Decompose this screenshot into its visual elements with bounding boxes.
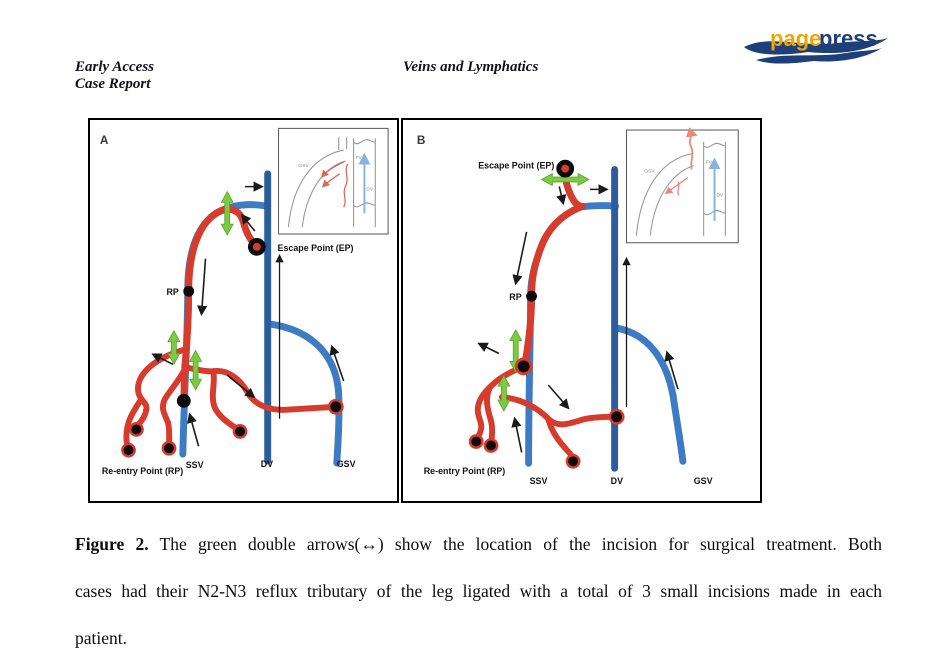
reentry-point-marker [164, 443, 174, 454]
figure-panel-a: A [88, 118, 399, 503]
journal-logo: page press [742, 20, 894, 66]
reentry-point-marker [471, 436, 482, 447]
tributary-left [135, 346, 188, 413]
panel-label: B [417, 133, 426, 147]
dv-label: DV [261, 459, 273, 469]
inset-fv-label: FV [706, 160, 713, 166]
incision-arrows [167, 190, 234, 391]
article-type-line1: Early Access [75, 59, 155, 75]
flow-arrow-icon [197, 258, 208, 317]
incision-arrow-icon [497, 374, 511, 412]
tributary-left-end2 [483, 384, 496, 448]
caption-line-1-text: The green double arrows(↔) show the loca… [148, 534, 882, 554]
tributary-long [181, 364, 339, 413]
tributary-long [498, 394, 618, 428]
reentry-point-marker [611, 411, 623, 423]
flow-arrows [477, 184, 679, 453]
flow-arrows [151, 181, 345, 447]
tributary-left [473, 363, 527, 444]
reentry-point-marker [568, 456, 579, 467]
rp-marker [526, 290, 537, 302]
incision-arrow-icon [220, 190, 234, 236]
escape-point-label: Escape Point (EP) [278, 243, 354, 253]
caption-line-1: Figure 2. The green double arrows(↔) sho… [75, 521, 882, 568]
incision-arrow-icon [189, 349, 203, 391]
flow-arrow-icon [226, 374, 256, 399]
caption-figure-label: Figure 2. [75, 534, 149, 554]
point-markers [121, 237, 344, 458]
escape-point-label: Escape Point (EP) [478, 161, 554, 171]
great-saphenous-vein [612, 324, 687, 465]
figure-panel-b: B [401, 118, 762, 503]
flow-arrow-icon [664, 350, 679, 390]
inset-gsv-label: GSV [644, 169, 655, 175]
inset-diagram: GSV FV DV [278, 127, 389, 235]
logo-word-gold: page [770, 26, 821, 51]
reflux-vessel-network [473, 174, 618, 464]
figure-caption: Figure 2. The green double arrows(↔) sho… [75, 521, 882, 662]
escape-point-core [252, 242, 261, 251]
inset-reflux-icon [664, 133, 696, 196]
reentry-point-marker [330, 401, 342, 413]
gsv-label: GSV [694, 476, 713, 486]
caption-line-2: cases had their N2-N3 reflux tributary o… [75, 581, 882, 601]
tributary-middle [160, 366, 188, 451]
inset-diagram: GSV FV DV [626, 130, 739, 244]
reentry-point-label: Re-entry Point (RP) [424, 466, 506, 476]
article-type-line2: Case Report [75, 76, 151, 92]
flow-arrow-icon [477, 342, 500, 355]
rp-marker [183, 285, 195, 297]
flow-arrow-icon [151, 353, 174, 366]
flow-arrow-icon [186, 412, 200, 447]
journal-title: Veins and Lymphatics [403, 59, 539, 75]
rp-label: RP [509, 292, 521, 302]
ssv-label: SSV [186, 460, 204, 470]
inset-dv-label: DV [366, 187, 374, 193]
inset-gsv-label: GSV [298, 163, 309, 169]
escape-point-core [561, 164, 570, 173]
inset-fv-label: FV [356, 155, 363, 161]
flow-arrow-icon [240, 213, 256, 232]
flow-arrow-icon [556, 186, 567, 206]
inset-dv-label: DV [716, 192, 724, 198]
dv-label: DV [611, 476, 623, 486]
reentry-point-marker [486, 440, 496, 451]
flow-arrow-icon [511, 416, 523, 453]
ssv-label: SSV [530, 476, 548, 486]
flow-arrow-icon [547, 384, 570, 410]
reentry-point-marker [131, 424, 142, 435]
panel-label: A [100, 133, 109, 147]
flow-arrow-icon [512, 231, 528, 286]
great-saphenous-vein [265, 320, 343, 467]
article-type: Early Access Case Report [75, 59, 154, 93]
reentry-point-marker [517, 360, 530, 373]
flow-arrow-icon [329, 344, 345, 382]
reentry-point-marker [176, 393, 191, 408]
tributary-drop [209, 368, 242, 433]
reentry-point-marker [235, 426, 245, 437]
reflux-main-trunk [521, 203, 584, 370]
reentry-point-marker [123, 445, 134, 456]
inset-reflux-icon [320, 161, 349, 208]
reentry-point-label: Re-entry Point (RP) [102, 466, 183, 476]
caption-line-3: patient. [75, 628, 127, 648]
incision-arrow-icon [167, 329, 181, 366]
gsv-label: GSV [337, 459, 356, 469]
logo-word-navy: press [819, 26, 878, 51]
logo-wave-icon [744, 38, 888, 64]
point-markers [468, 159, 625, 469]
rp-label: RP [166, 287, 178, 297]
incision-arrow-icon [540, 172, 590, 187]
